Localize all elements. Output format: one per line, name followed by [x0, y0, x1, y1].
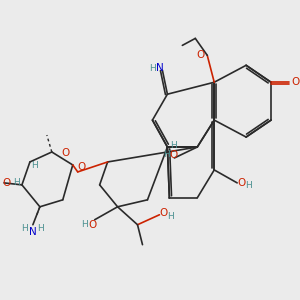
- Text: H: H: [38, 224, 44, 233]
- Text: H: H: [14, 178, 20, 188]
- Text: N: N: [156, 63, 163, 73]
- Text: H: H: [163, 151, 170, 160]
- Text: O: O: [169, 150, 178, 160]
- Text: O: O: [78, 162, 86, 172]
- Text: O: O: [237, 178, 245, 188]
- Text: H: H: [22, 224, 28, 233]
- Text: O: O: [292, 77, 300, 87]
- Text: H: H: [149, 64, 156, 73]
- Text: H: H: [245, 182, 251, 190]
- Text: H: H: [81, 220, 88, 229]
- Text: O: O: [88, 220, 97, 230]
- Text: O: O: [61, 148, 69, 158]
- Text: O: O: [159, 208, 167, 218]
- Text: H: H: [167, 212, 174, 221]
- Text: O: O: [196, 50, 204, 60]
- Text: H: H: [170, 140, 177, 149]
- Text: N: N: [29, 227, 37, 237]
- Text: H: H: [32, 161, 38, 170]
- Text: O: O: [3, 178, 11, 188]
